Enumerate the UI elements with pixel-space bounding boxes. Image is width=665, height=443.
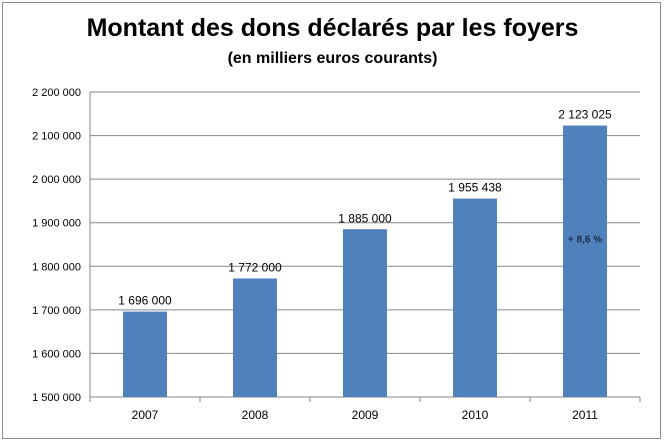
data-label: 1 696 000 (118, 294, 172, 308)
x-tick-label: 2010 (462, 408, 489, 422)
y-tick-label: 2 200 000 (32, 87, 81, 99)
y-tick-label: 1 800 000 (32, 261, 81, 273)
data-label: 1 885 000 (338, 211, 392, 225)
x-tick-label: 2009 (352, 408, 379, 422)
chart-frame (2, 2, 661, 439)
chart-subtitle: (en milliers euros courants) (227, 50, 438, 67)
x-tick-label: 2008 (242, 408, 269, 422)
x-tick-label: 2011 (572, 408, 598, 422)
bar (123, 311, 167, 397)
y-tick-label: 1 500 000 (32, 392, 81, 404)
y-tick-label: 2 100 000 (32, 131, 81, 143)
bar (563, 125, 607, 397)
x-tick-label: 2007 (132, 408, 159, 422)
data-label: 1 772 000 (228, 260, 282, 274)
y-tick-label: 2 000 000 (32, 174, 81, 186)
growth-annotation: + 8,6 % (568, 234, 602, 245)
y-tick-label: 1 900 000 (32, 218, 81, 230)
data-label: 2 123 025 (558, 108, 612, 122)
y-tick-label: 1 700 000 (32, 305, 81, 317)
chart-title: Montant des dons déclarés par les foyers (86, 14, 579, 42)
data-label: 1 955 438 (448, 181, 502, 195)
bar (453, 198, 497, 397)
bar (343, 229, 387, 397)
y-tick-label: 1 600 000 (32, 348, 81, 360)
bar (233, 278, 277, 397)
